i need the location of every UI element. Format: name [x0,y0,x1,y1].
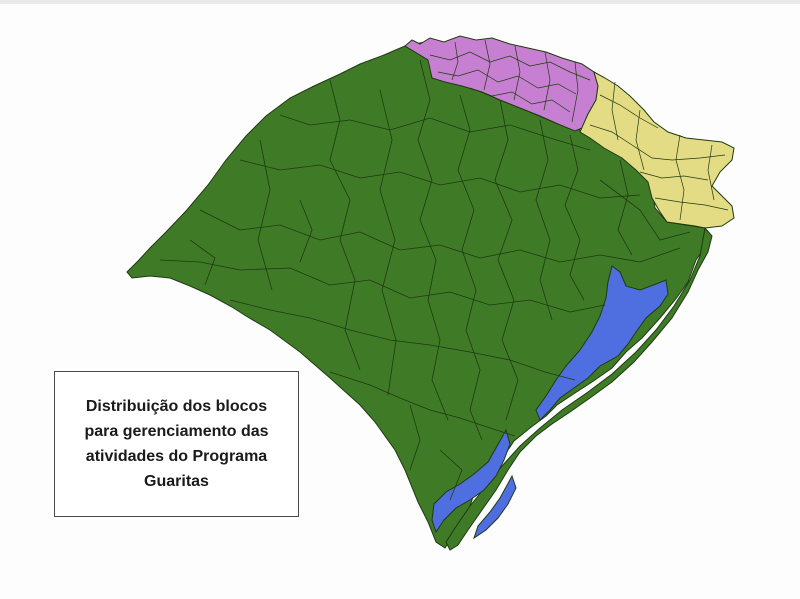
north-block-borders [429,39,591,123]
lagoa-mirim [431,428,511,534]
legend-box: Distribuição dos blocos para gerenciamen… [54,371,299,517]
legend-line-2: para gerenciamento das [84,423,269,440]
top-strip [0,0,800,4]
legend-line-1: Distribuição dos blocos [85,398,268,415]
northeast-block-borders [589,81,729,221]
legend-text: Distribuição dos blocos para gerenciamen… [64,394,289,494]
lagoa-mangueira [473,474,517,540]
northeast-block-region [579,70,735,229]
coastal-strip-region [445,226,713,551]
lagoa-dos-patos [535,265,669,421]
municipal-borders [159,59,691,501]
legend-line-4: Guaritas [144,473,209,490]
legend-line-3: atividades do Programa [85,448,268,465]
